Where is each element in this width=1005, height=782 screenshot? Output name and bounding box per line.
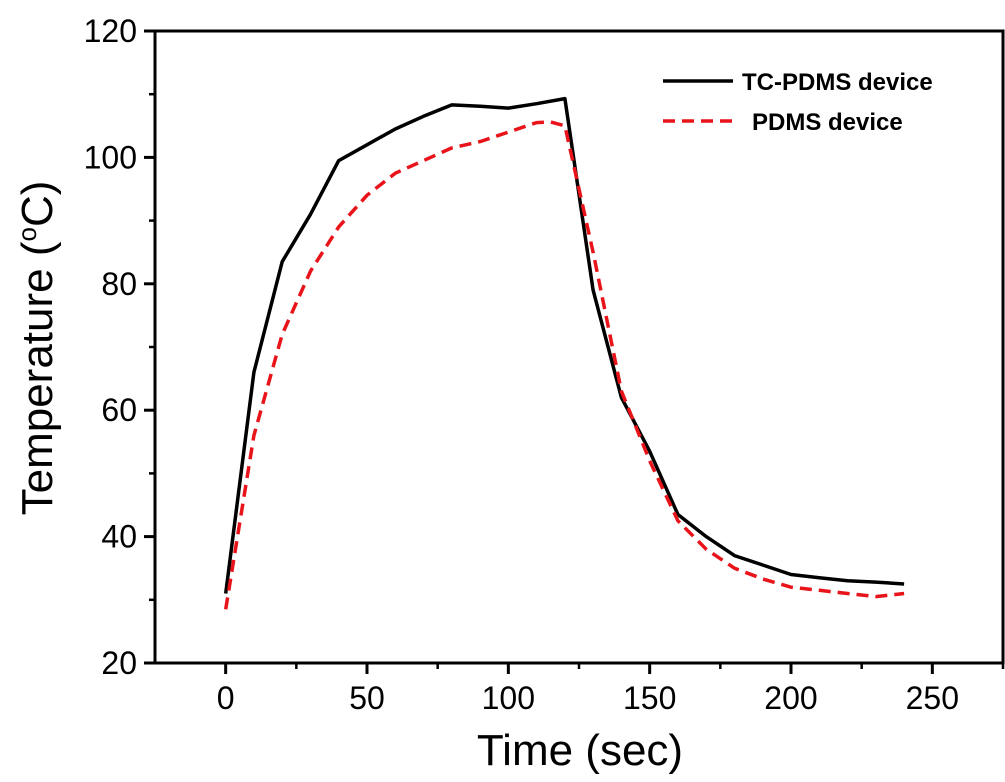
series-line-pdms xyxy=(223,120,905,610)
x-axis-title: Time (sec) xyxy=(477,726,683,775)
x-tick-label: 100 xyxy=(482,680,535,716)
x-tick-label: 50 xyxy=(349,680,385,716)
x-tick-label: 0 xyxy=(217,680,235,716)
legend: TC-PDMS device PDMS device xyxy=(663,69,933,136)
y-tick-label: 100 xyxy=(84,139,137,175)
x-tick-label: 200 xyxy=(764,680,817,716)
x-tick-label: 250 xyxy=(906,680,959,716)
series-line-tc-pdms xyxy=(223,96,905,594)
y-tick-label: 40 xyxy=(101,519,137,555)
y-axis-title-main: Temperature ( xyxy=(13,241,62,515)
y-tick-label: 80 xyxy=(101,266,137,302)
series-group xyxy=(223,96,905,610)
y-axis-title: Temperature (oC) xyxy=(12,181,62,516)
axis-ticks xyxy=(144,29,1005,674)
y-tick-label: 20 xyxy=(101,645,137,681)
y-tick-label: 60 xyxy=(101,392,137,428)
y-tick-label: 120 xyxy=(84,13,137,49)
x-tick-labels: 0 50 100 150 200 250 xyxy=(217,680,959,716)
legend-label-pdms: PDMS device xyxy=(752,109,903,136)
y-axis-title-superscript: o xyxy=(12,227,42,241)
y-axis-title-unit: C) xyxy=(13,181,62,227)
x-tick-label: 150 xyxy=(623,680,676,716)
legend-label-tc-pdms: TC-PDMS device xyxy=(742,69,933,96)
y-tick-labels: 20 40 60 80 100 120 xyxy=(84,13,137,681)
